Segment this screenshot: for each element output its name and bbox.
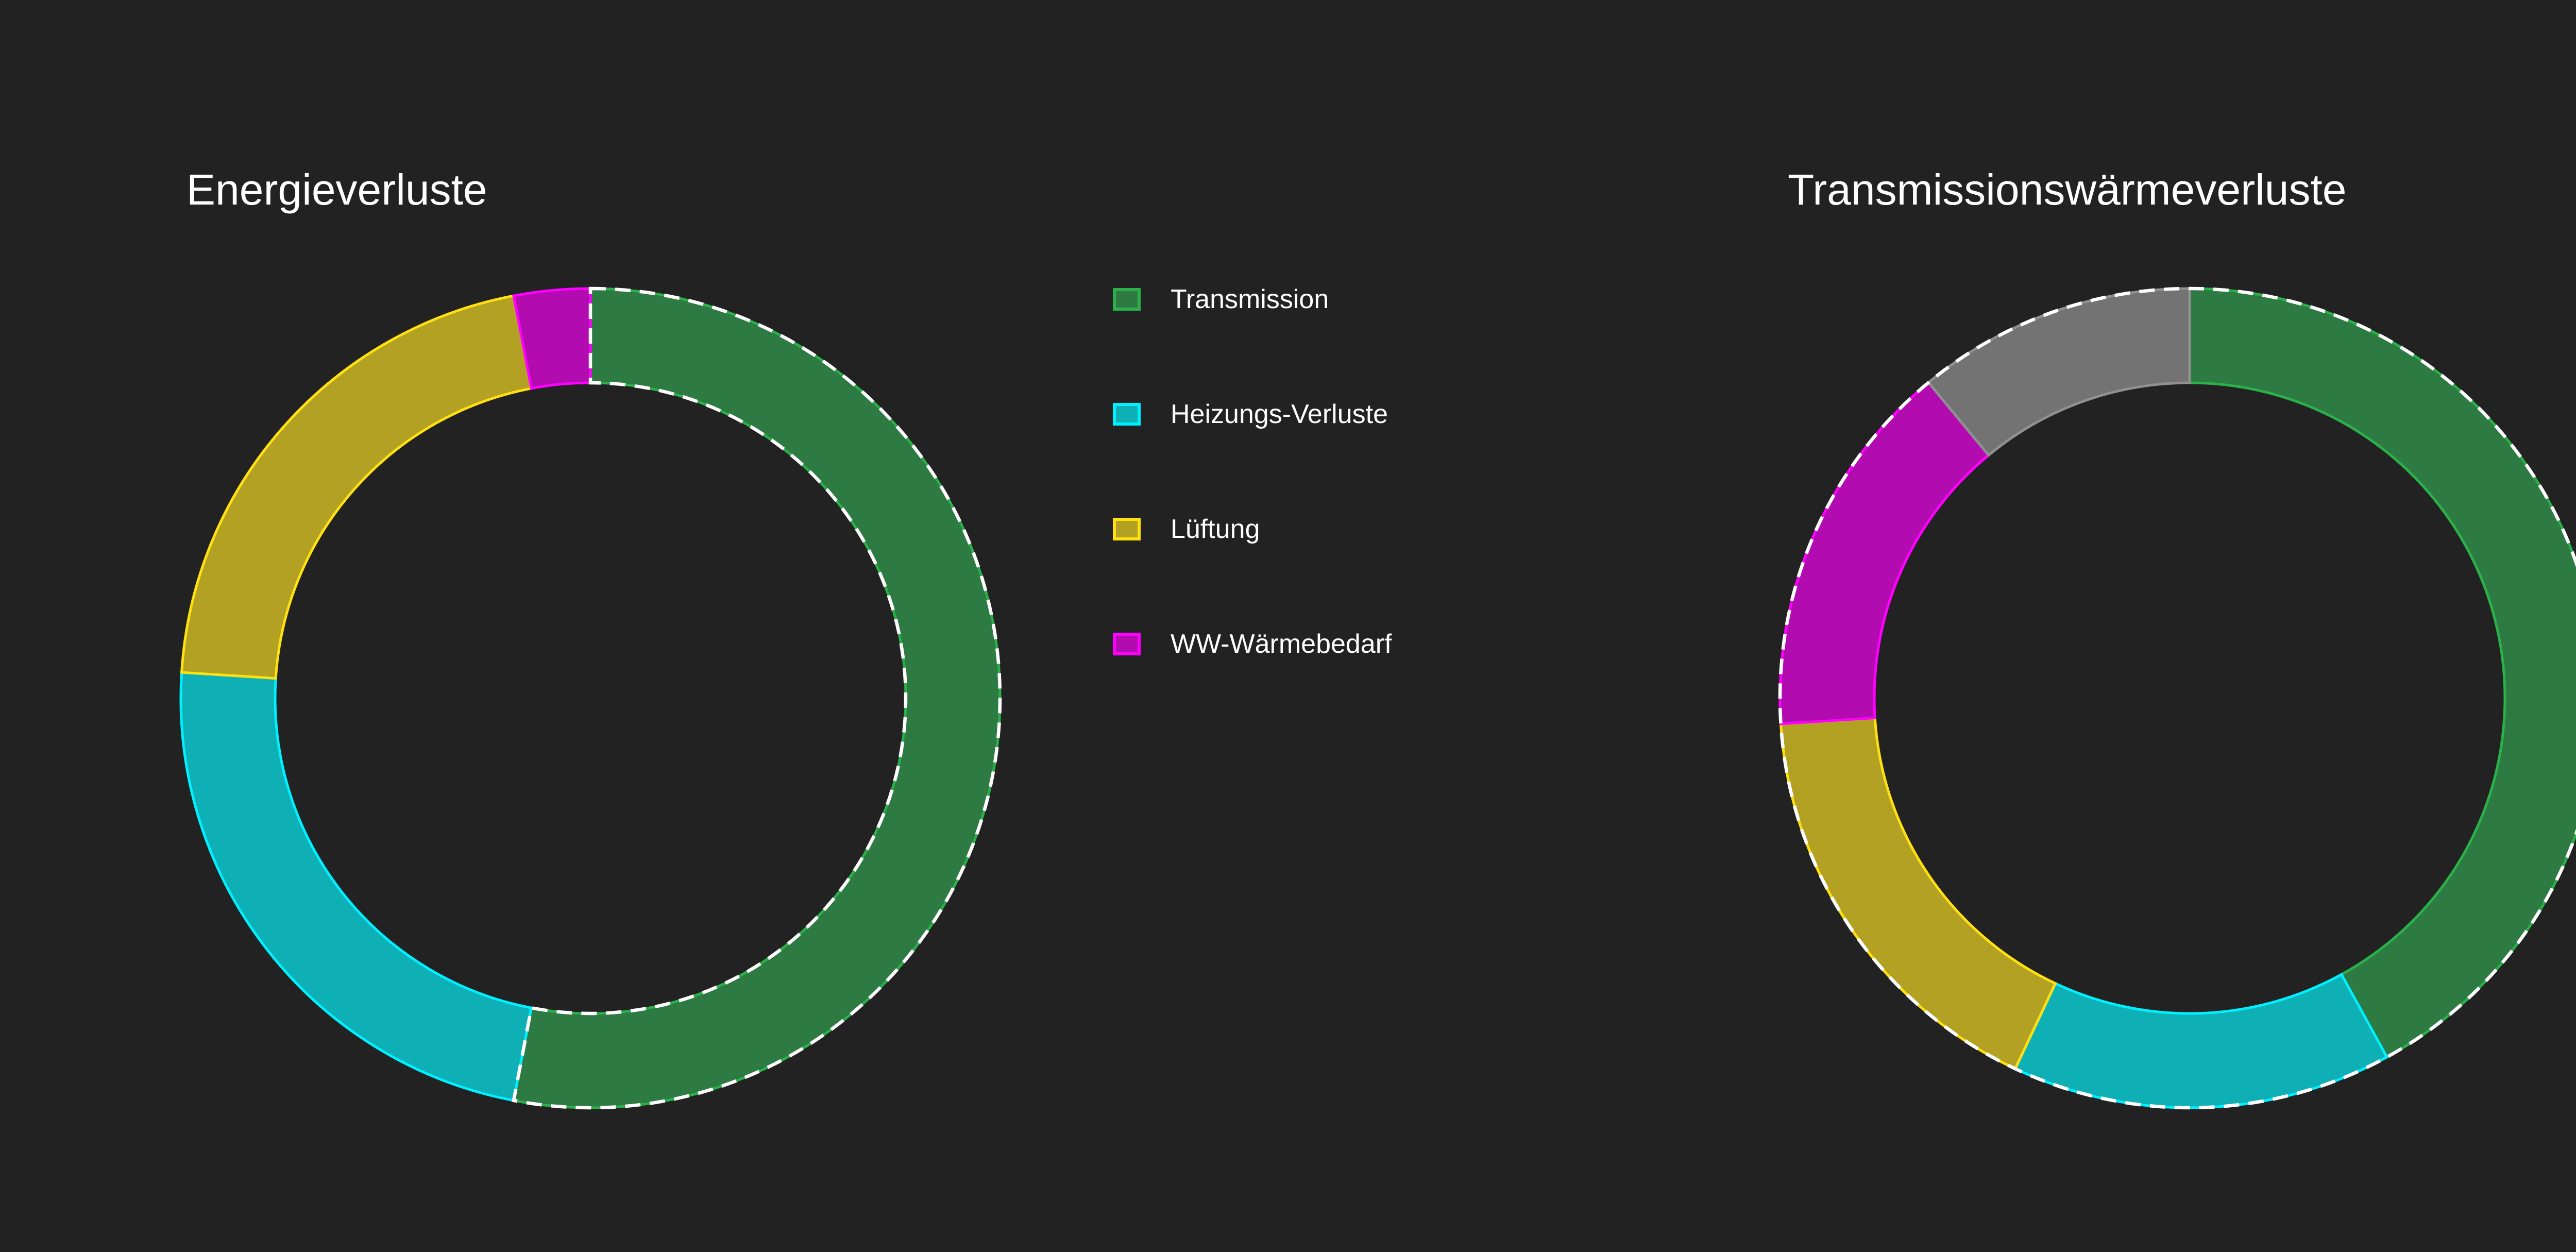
legend-label-ww-wärmebedarf: WW-Wärmebedarf [1171, 629, 1392, 659]
chart-title-transmissionswaermeverluste: Transmissionswärmeverluste [1788, 165, 2347, 214]
slice-heizungs-verluste[interactable] [179, 671, 533, 1102]
slice-keller-boden[interactable] [1779, 716, 2057, 1071]
highlight-dashed-outline [512, 286, 1002, 1110]
donut-chart-transmissionswaermeverluste [1778, 286, 2576, 1110]
legend-item-lüftung[interactable]: Lüftung [1113, 514, 1392, 544]
legend-label-lüftung: Lüftung [1171, 514, 1260, 544]
legend-swatch-ww-wärmebedarf [1113, 633, 1141, 655]
slice-fenster-tür[interactable] [1778, 380, 1991, 725]
chart-title-energieverluste: Energieverluste [187, 165, 487, 214]
legend-label-transmission: Transmission [1171, 284, 1329, 314]
legend-swatch-heizungs-verluste [1113, 403, 1141, 426]
legend-item-heizungs-verluste[interactable]: Heizungs-Verluste [1113, 399, 1392, 429]
legend-item-transmission[interactable]: Transmission [1113, 284, 1392, 314]
slice-außenwand[interactable] [2188, 287, 2576, 1059]
legend-swatch-lüftung [1113, 518, 1141, 540]
legend-energieverluste: Transmission Heizungs-Verluste Lüftung WW-W… [1113, 284, 1392, 747]
slice-decken[interactable] [2013, 972, 2389, 1109]
slice-lüftung[interactable] [180, 294, 533, 680]
slice-wärmebrücken[interactable] [1926, 287, 2191, 457]
outer-dashed-ring [1778, 286, 2576, 1110]
legend-swatch-transmission [1113, 288, 1141, 311]
legend-item-ww-wärmebedarf[interactable]: WW-Wärmebedarf [1113, 629, 1392, 659]
donut-chart-energieverluste [179, 286, 1002, 1110]
slice-transmission[interactable] [512, 287, 1002, 1109]
legend-label-heizungs-verluste: Heizungs-Verluste [1171, 399, 1388, 429]
